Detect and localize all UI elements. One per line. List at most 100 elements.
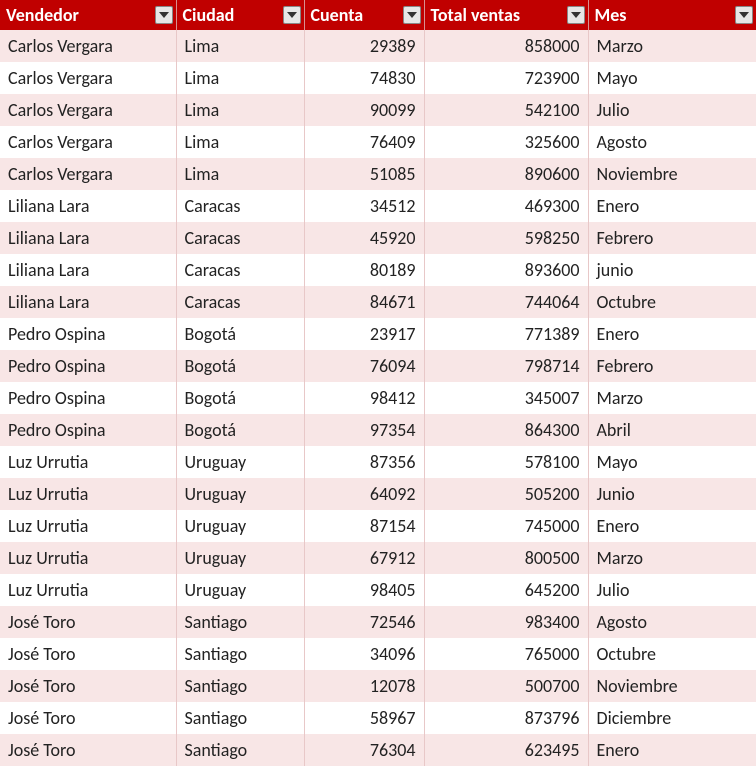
cell-ventas[interactable]: 890600 — [424, 158, 588, 190]
table-row[interactable]: José ToroSantiago58967873796Diciembre — [0, 702, 756, 734]
cell-ciudad[interactable]: Bogotá — [176, 350, 304, 382]
cell-mes[interactable]: Marzo — [588, 382, 756, 414]
cell-cuenta[interactable]: 74830 — [304, 62, 424, 94]
cell-cuenta[interactable]: 98412 — [304, 382, 424, 414]
cell-ventas[interactable]: 745000 — [424, 510, 588, 542]
cell-mes[interactable]: Octubre — [588, 638, 756, 670]
cell-mes[interactable]: Junio — [588, 478, 756, 510]
cell-cuenta[interactable]: 76304 — [304, 734, 424, 766]
cell-ventas[interactable]: 469300 — [424, 190, 588, 222]
filter-button-cuenta[interactable] — [403, 6, 421, 24]
cell-ciudad[interactable]: Santiago — [176, 606, 304, 638]
cell-ventas[interactable]: 623495 — [424, 734, 588, 766]
cell-ventas[interactable]: 723900 — [424, 62, 588, 94]
cell-mes[interactable]: Diciembre — [588, 702, 756, 734]
cell-cuenta[interactable]: 87356 — [304, 446, 424, 478]
filter-button-ventas[interactable] — [567, 6, 585, 24]
cell-ventas[interactable]: 800500 — [424, 542, 588, 574]
cell-ciudad[interactable]: Lima — [176, 62, 304, 94]
cell-ventas[interactable]: 864300 — [424, 414, 588, 446]
col-header-ciudad[interactable]: Ciudad — [176, 0, 304, 30]
cell-vendedor[interactable]: Pedro Ospina — [0, 414, 176, 446]
cell-cuenta[interactable]: 67912 — [304, 542, 424, 574]
cell-mes[interactable]: Enero — [588, 190, 756, 222]
filter-button-ciudad[interactable] — [283, 6, 301, 24]
cell-ventas[interactable]: 345007 — [424, 382, 588, 414]
cell-cuenta[interactable]: 90099 — [304, 94, 424, 126]
cell-mes[interactable]: Enero — [588, 510, 756, 542]
table-row[interactable]: José ToroSantiago34096765000Octubre — [0, 638, 756, 670]
table-row[interactable]: Liliana LaraCaracas84671744064Octubre — [0, 286, 756, 318]
cell-ciudad[interactable]: Uruguay — [176, 446, 304, 478]
cell-cuenta[interactable]: 29389 — [304, 30, 424, 62]
cell-ciudad[interactable]: Santiago — [176, 734, 304, 766]
cell-ciudad[interactable]: Santiago — [176, 702, 304, 734]
cell-mes[interactable]: Mayo — [588, 446, 756, 478]
cell-ventas[interactable]: 542100 — [424, 94, 588, 126]
cell-ventas[interactable]: 765000 — [424, 638, 588, 670]
cell-ventas[interactable]: 645200 — [424, 574, 588, 606]
cell-vendedor[interactable]: Pedro Ospina — [0, 382, 176, 414]
table-row[interactable]: Liliana LaraCaracas34512469300Enero — [0, 190, 756, 222]
cell-mes[interactable]: Julio — [588, 574, 756, 606]
col-header-vendedor[interactable]: Vendedor — [0, 0, 176, 30]
cell-ventas[interactable]: 983400 — [424, 606, 588, 638]
cell-mes[interactable]: Mayo — [588, 62, 756, 94]
cell-ventas[interactable]: 873796 — [424, 702, 588, 734]
cell-cuenta[interactable]: 12078 — [304, 670, 424, 702]
cell-cuenta[interactable]: 34096 — [304, 638, 424, 670]
cell-ciudad[interactable]: Uruguay — [176, 574, 304, 606]
filter-button-mes[interactable] — [735, 6, 753, 24]
cell-cuenta[interactable]: 51085 — [304, 158, 424, 190]
filter-button-vendedor[interactable] — [155, 6, 173, 24]
cell-vendedor[interactable]: Liliana Lara — [0, 190, 176, 222]
col-header-cuenta[interactable]: Cuenta — [304, 0, 424, 30]
table-row[interactable]: Luz UrrutiaUruguay98405645200Julio — [0, 574, 756, 606]
cell-vendedor[interactable]: Carlos Vergara — [0, 126, 176, 158]
cell-mes[interactable]: Enero — [588, 318, 756, 350]
cell-ventas[interactable]: 500700 — [424, 670, 588, 702]
cell-vendedor[interactable]: Carlos Vergara — [0, 62, 176, 94]
cell-vendedor[interactable]: Luz Urrutia — [0, 574, 176, 606]
cell-vendedor[interactable]: Luz Urrutia — [0, 446, 176, 478]
cell-ciudad[interactable]: Caracas — [176, 222, 304, 254]
table-row[interactable]: Luz UrrutiaUruguay64092505200Junio — [0, 478, 756, 510]
cell-ciudad[interactable]: Lima — [176, 30, 304, 62]
cell-mes[interactable]: Enero — [588, 734, 756, 766]
table-row[interactable]: Luz UrrutiaUruguay87154745000Enero — [0, 510, 756, 542]
cell-mes[interactable]: Noviembre — [588, 158, 756, 190]
cell-mes[interactable]: Marzo — [588, 542, 756, 574]
cell-ciudad[interactable]: Uruguay — [176, 510, 304, 542]
cell-cuenta[interactable]: 45920 — [304, 222, 424, 254]
cell-ventas[interactable]: 505200 — [424, 478, 588, 510]
table-row[interactable]: Liliana LaraCaracas45920598250Febrero — [0, 222, 756, 254]
cell-ciudad[interactable]: Bogotá — [176, 382, 304, 414]
cell-vendedor[interactable]: Luz Urrutia — [0, 510, 176, 542]
cell-vendedor[interactable]: Carlos Vergara — [0, 94, 176, 126]
table-row[interactable]: Pedro OspinaBogotá23917771389Enero — [0, 318, 756, 350]
cell-ventas[interactable]: 744064 — [424, 286, 588, 318]
table-row[interactable]: Pedro OspinaBogotá98412345007Marzo — [0, 382, 756, 414]
cell-vendedor[interactable]: Pedro Ospina — [0, 350, 176, 382]
cell-ciudad[interactable]: Caracas — [176, 190, 304, 222]
table-row[interactable]: Pedro OspinaBogotá97354864300Abril — [0, 414, 756, 446]
table-row[interactable]: Carlos VergaraLima51085890600Noviembre — [0, 158, 756, 190]
cell-vendedor[interactable]: José Toro — [0, 606, 176, 638]
cell-cuenta[interactable]: 84671 — [304, 286, 424, 318]
cell-ciudad[interactable]: Lima — [176, 158, 304, 190]
cell-vendedor[interactable]: Liliana Lara — [0, 222, 176, 254]
cell-vendedor[interactable]: José Toro — [0, 670, 176, 702]
col-header-mes[interactable]: Mes — [588, 0, 756, 30]
cell-ventas[interactable]: 858000 — [424, 30, 588, 62]
cell-cuenta[interactable]: 34512 — [304, 190, 424, 222]
table-row[interactable]: Carlos VergaraLima29389858000Marzo — [0, 30, 756, 62]
table-row[interactable]: José ToroSantiago12078500700Noviembre — [0, 670, 756, 702]
cell-cuenta[interactable]: 87154 — [304, 510, 424, 542]
table-row[interactable]: José ToroSantiago72546983400Agosto — [0, 606, 756, 638]
cell-cuenta[interactable]: 72546 — [304, 606, 424, 638]
table-row[interactable]: Luz UrrutiaUruguay67912800500Marzo — [0, 542, 756, 574]
table-row[interactable]: Liliana LaraCaracas80189893600junio — [0, 254, 756, 286]
table-row[interactable]: Carlos VergaraLima90099542100Julio — [0, 94, 756, 126]
cell-vendedor[interactable]: Carlos Vergara — [0, 30, 176, 62]
cell-mes[interactable]: Marzo — [588, 30, 756, 62]
